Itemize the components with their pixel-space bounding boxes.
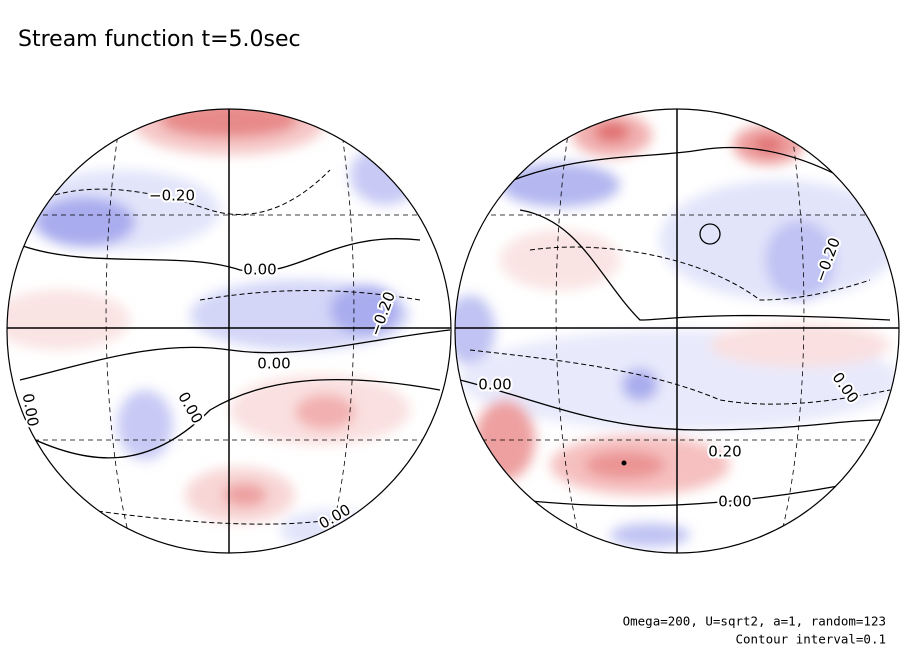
contour-label: 0.00	[478, 376, 511, 394]
footer-line: Omega=200, U=sqrt2, a=1, random=123	[623, 614, 886, 629]
contour-label: 0.00	[243, 261, 276, 279]
title: Stream function t=5.0sec	[18, 27, 301, 52]
contour-label: 0.20	[708, 443, 741, 461]
contour-label: −0.20	[149, 187, 195, 205]
footer-line: Contour interval=0.1	[735, 632, 886, 647]
contour-label: 0.00	[257, 355, 290, 373]
right-hemisphere	[455, 109, 899, 553]
hemisphere-outline	[6, 108, 452, 554]
contour-label: 0.00	[718, 493, 751, 511]
left-hemisphere	[7, 109, 451, 553]
hemisphere-outline	[454, 108, 900, 554]
